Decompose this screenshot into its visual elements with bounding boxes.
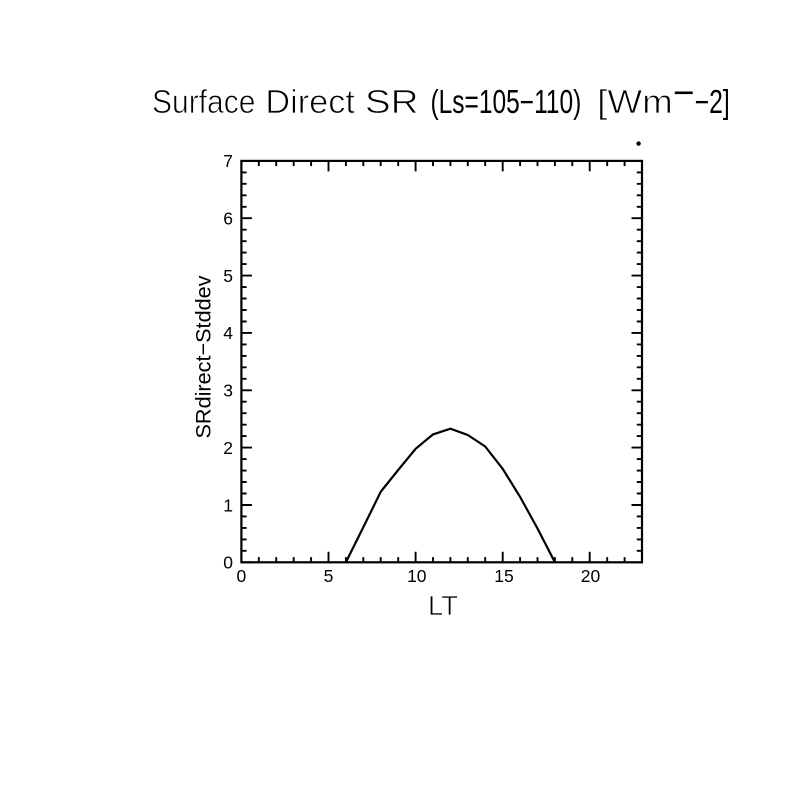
svg-text:4: 4 bbox=[223, 323, 233, 343]
svg-text:5: 5 bbox=[223, 266, 233, 286]
svg-text:SR: SR bbox=[365, 83, 419, 120]
svg-text:0: 0 bbox=[223, 553, 233, 573]
svg-text:5: 5 bbox=[324, 566, 334, 586]
svg-text:Surface: Surface bbox=[152, 83, 255, 120]
svg-text:7: 7 bbox=[223, 151, 233, 171]
svg-text:10: 10 bbox=[407, 566, 427, 586]
svg-text:6: 6 bbox=[223, 209, 233, 229]
svg-text:1: 1 bbox=[223, 495, 233, 515]
svg-text:SRdirect−Stddev: SRdirect−Stddev bbox=[192, 275, 216, 438]
svg-text:20: 20 bbox=[581, 566, 601, 586]
svg-text:3: 3 bbox=[223, 381, 233, 401]
svg-text:Direct: Direct bbox=[265, 83, 355, 120]
svg-text:−2]: −2] bbox=[695, 83, 730, 120]
svg-text:[Wm: [Wm bbox=[597, 83, 673, 120]
svg-text:2: 2 bbox=[223, 438, 233, 458]
svg-text:0: 0 bbox=[237, 566, 247, 586]
svg-text:15: 15 bbox=[494, 566, 513, 586]
svg-text:(Ls=105−110): (Ls=105−110) bbox=[431, 83, 582, 120]
svg-text:LT: LT bbox=[428, 590, 458, 621]
